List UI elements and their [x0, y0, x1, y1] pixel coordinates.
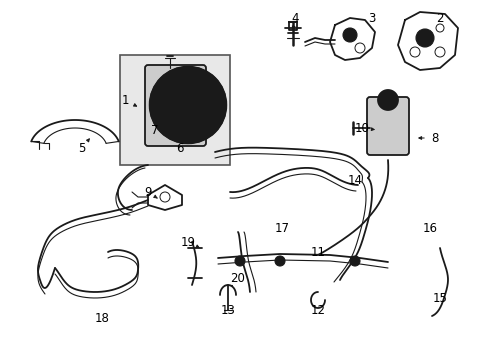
- Text: 13: 13: [220, 303, 235, 316]
- Text: 3: 3: [367, 12, 375, 24]
- Circle shape: [235, 256, 244, 266]
- Text: 17: 17: [274, 221, 289, 234]
- Text: 20: 20: [230, 271, 245, 284]
- Text: 10: 10: [354, 122, 368, 135]
- Text: 18: 18: [94, 311, 109, 324]
- Bar: [120, 55, 229, 165]
- Circle shape: [377, 90, 397, 110]
- Text: 1: 1: [121, 94, 128, 107]
- Text: 16: 16: [422, 221, 437, 234]
- Circle shape: [349, 256, 359, 266]
- FancyBboxPatch shape: [366, 97, 408, 155]
- Text: 5: 5: [78, 141, 85, 154]
- FancyBboxPatch shape: [145, 65, 205, 146]
- Circle shape: [274, 256, 285, 266]
- Text: 4: 4: [291, 12, 298, 24]
- Text: 6: 6: [176, 141, 183, 154]
- Circle shape: [415, 29, 433, 47]
- Circle shape: [150, 67, 225, 143]
- Circle shape: [177, 94, 199, 116]
- Circle shape: [180, 97, 196, 113]
- Text: 12: 12: [310, 303, 325, 316]
- Text: 7: 7: [151, 123, 159, 136]
- Text: 2: 2: [435, 12, 443, 24]
- Circle shape: [342, 28, 356, 42]
- Text: 15: 15: [432, 292, 447, 305]
- Text: 8: 8: [430, 131, 438, 144]
- Text: 14: 14: [347, 174, 362, 186]
- Text: 9: 9: [144, 185, 151, 198]
- Text: 19: 19: [180, 235, 195, 248]
- Text: 11: 11: [310, 246, 325, 258]
